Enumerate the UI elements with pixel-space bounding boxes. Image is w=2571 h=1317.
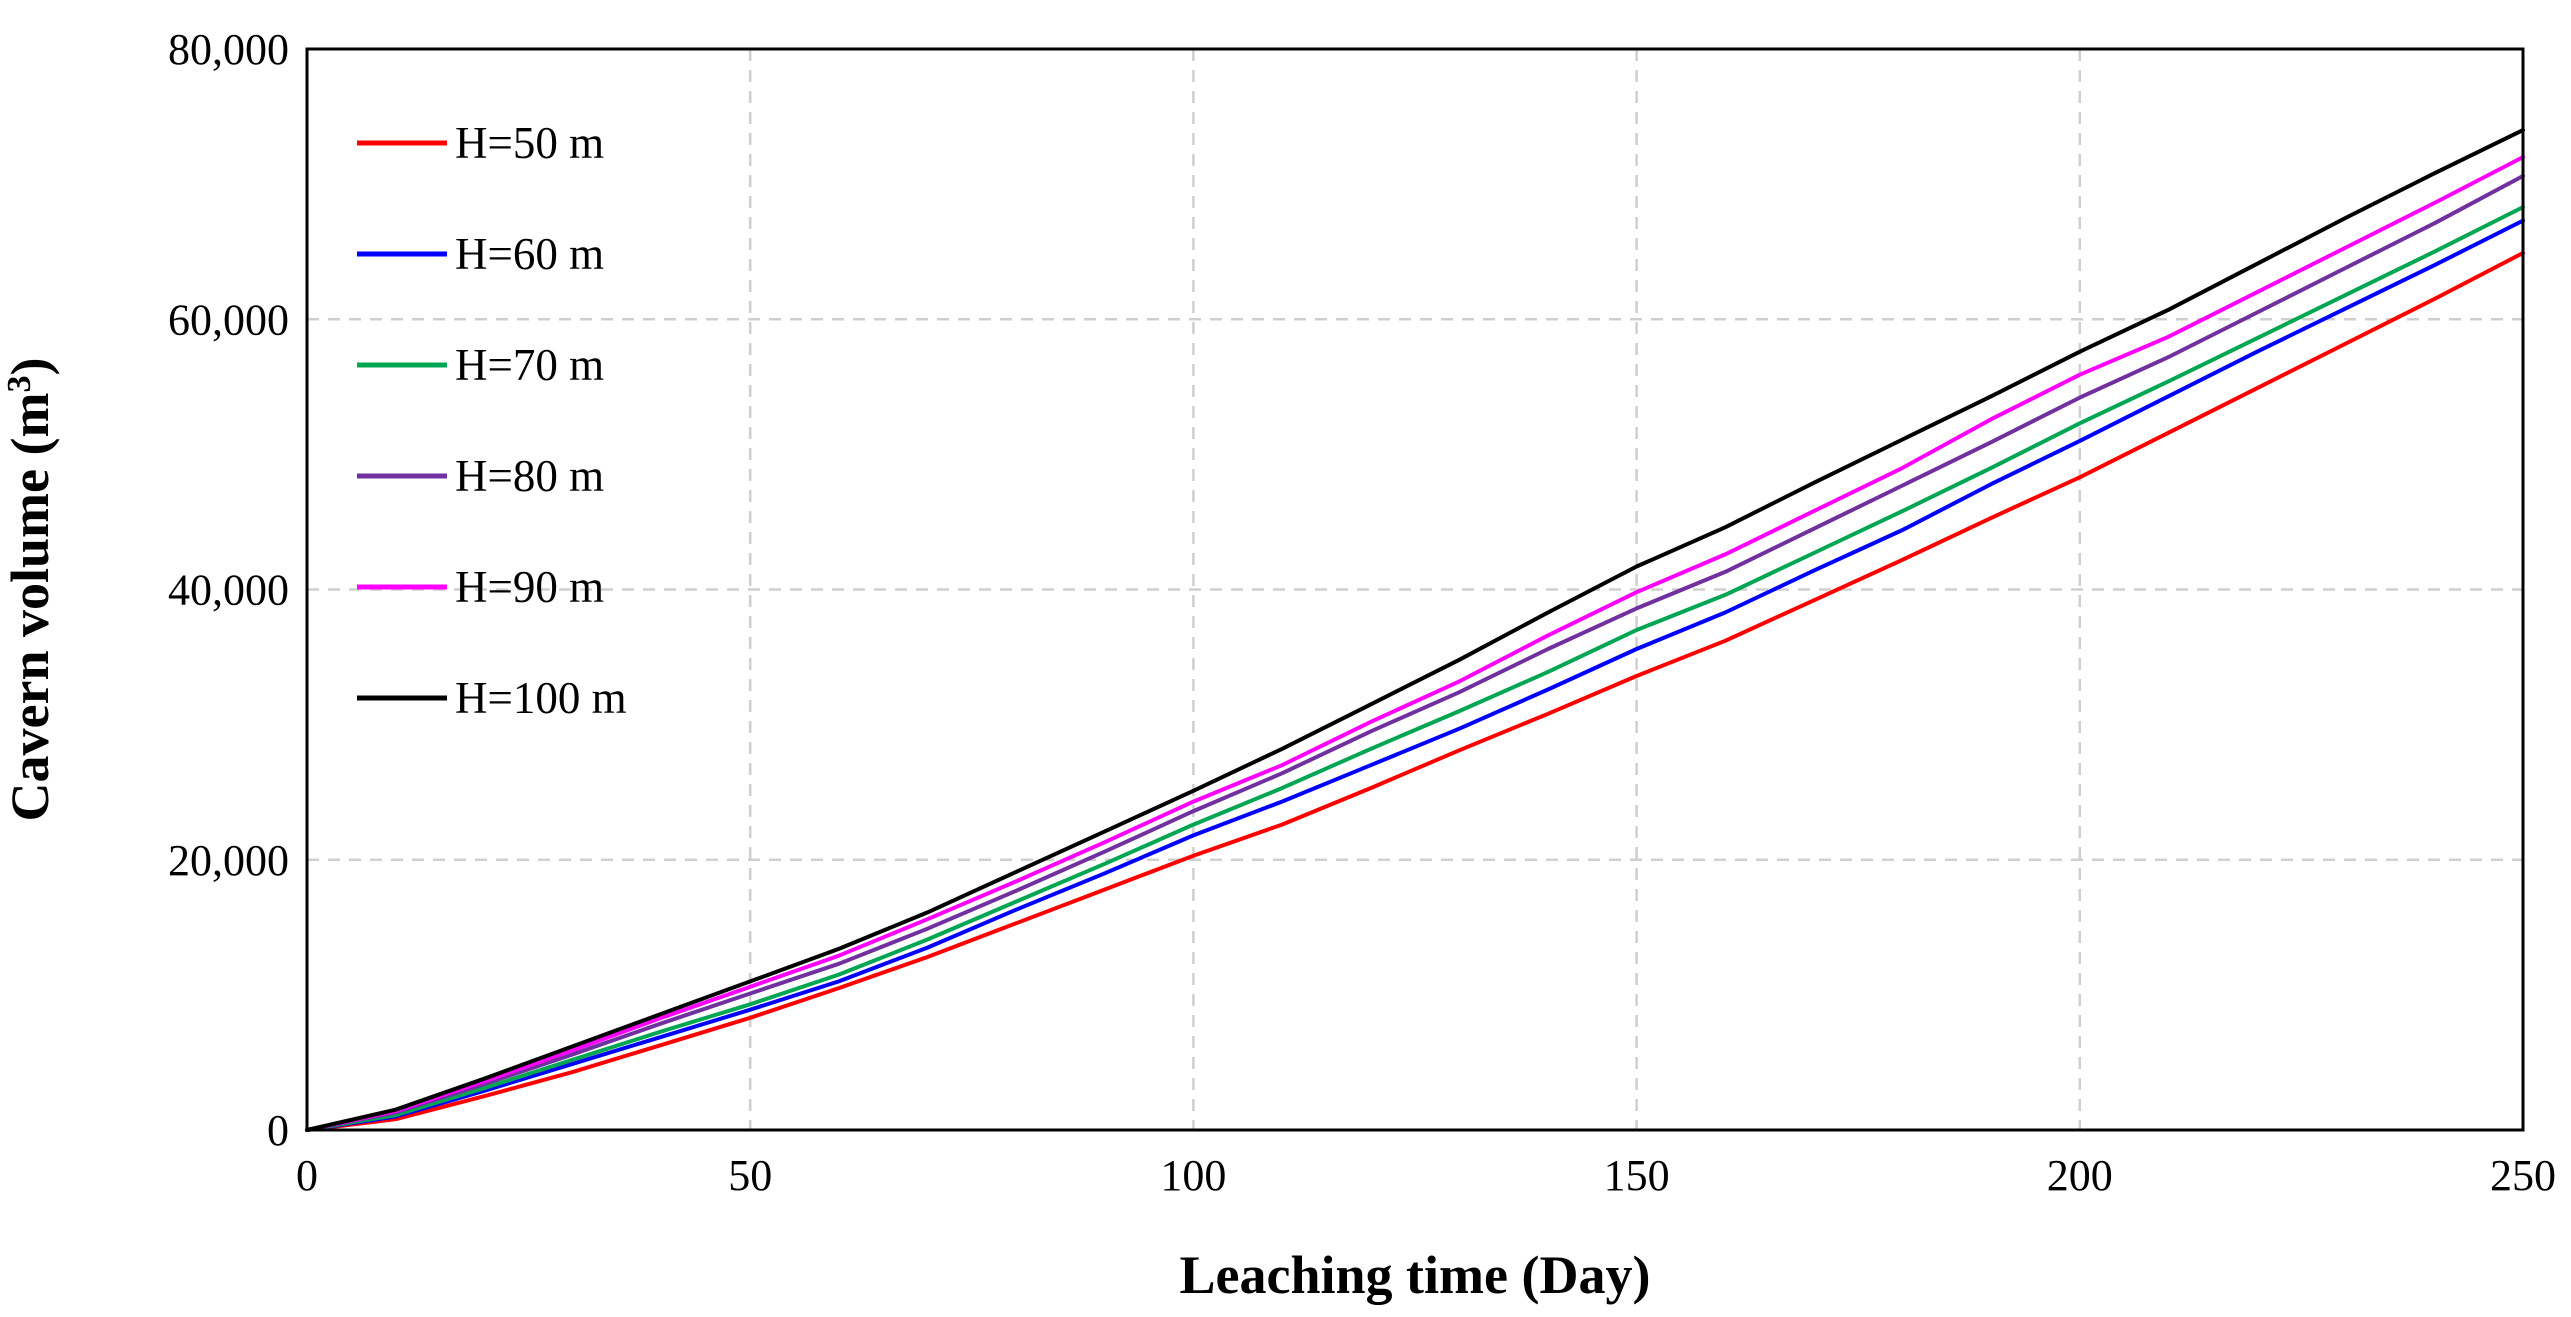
y-tick-label: 60,000	[168, 295, 289, 344]
legend-label: H=80 m	[455, 451, 604, 501]
legend-label: H=70 m	[455, 340, 604, 390]
y-axis-title-superscript: 3	[1, 376, 38, 393]
x-tick-label: 250	[2490, 1151, 2556, 1200]
legend-label: H=100 m	[455, 673, 627, 723]
series-line-1	[305, 251, 2525, 1132]
series-line-3	[305, 205, 2525, 1132]
series-line-4	[305, 174, 2525, 1132]
x-tick-label: 150	[1604, 1151, 1670, 1200]
y-axis-title-close: )	[0, 358, 60, 376]
x-axis-title: Leaching time (Day)	[1180, 1245, 1651, 1305]
legend-label: H=90 m	[455, 562, 604, 612]
x-tick-label: 0	[296, 1151, 318, 1200]
y-tick-label: 40,000	[168, 566, 289, 615]
y-tick-label: 0	[267, 1106, 289, 1155]
y-tick-label: 80,000	[168, 25, 289, 74]
y-axis-tick-labels: 0 20,000 40,000 60,000 80,000	[168, 25, 289, 1155]
x-tick-label: 200	[2047, 1151, 2113, 1200]
x-tick-label: 50	[728, 1151, 772, 1200]
series-layer	[305, 128, 2525, 1132]
series-line-2	[305, 218, 2525, 1132]
series-line-5	[305, 155, 2525, 1132]
y-axis-title: Cavern volume (m3)	[0, 358, 60, 822]
x-tick-label: 100	[1160, 1151, 1226, 1200]
y-axis-title-main: Cavern volume (m	[0, 393, 60, 822]
series-line-6	[305, 128, 2525, 1132]
y-tick-label: 20,000	[168, 836, 289, 885]
x-axis-tick-labels: 0 50 100 150 200 250	[296, 1151, 2556, 1200]
legend-label: H=60 m	[455, 229, 604, 279]
plot-area-border	[305, 47, 2525, 1132]
legend-label: H=50 m	[455, 118, 604, 168]
legend: H=50 m H=60 m H=70 m H=80 m H=90 m H=100 m	[357, 118, 627, 723]
